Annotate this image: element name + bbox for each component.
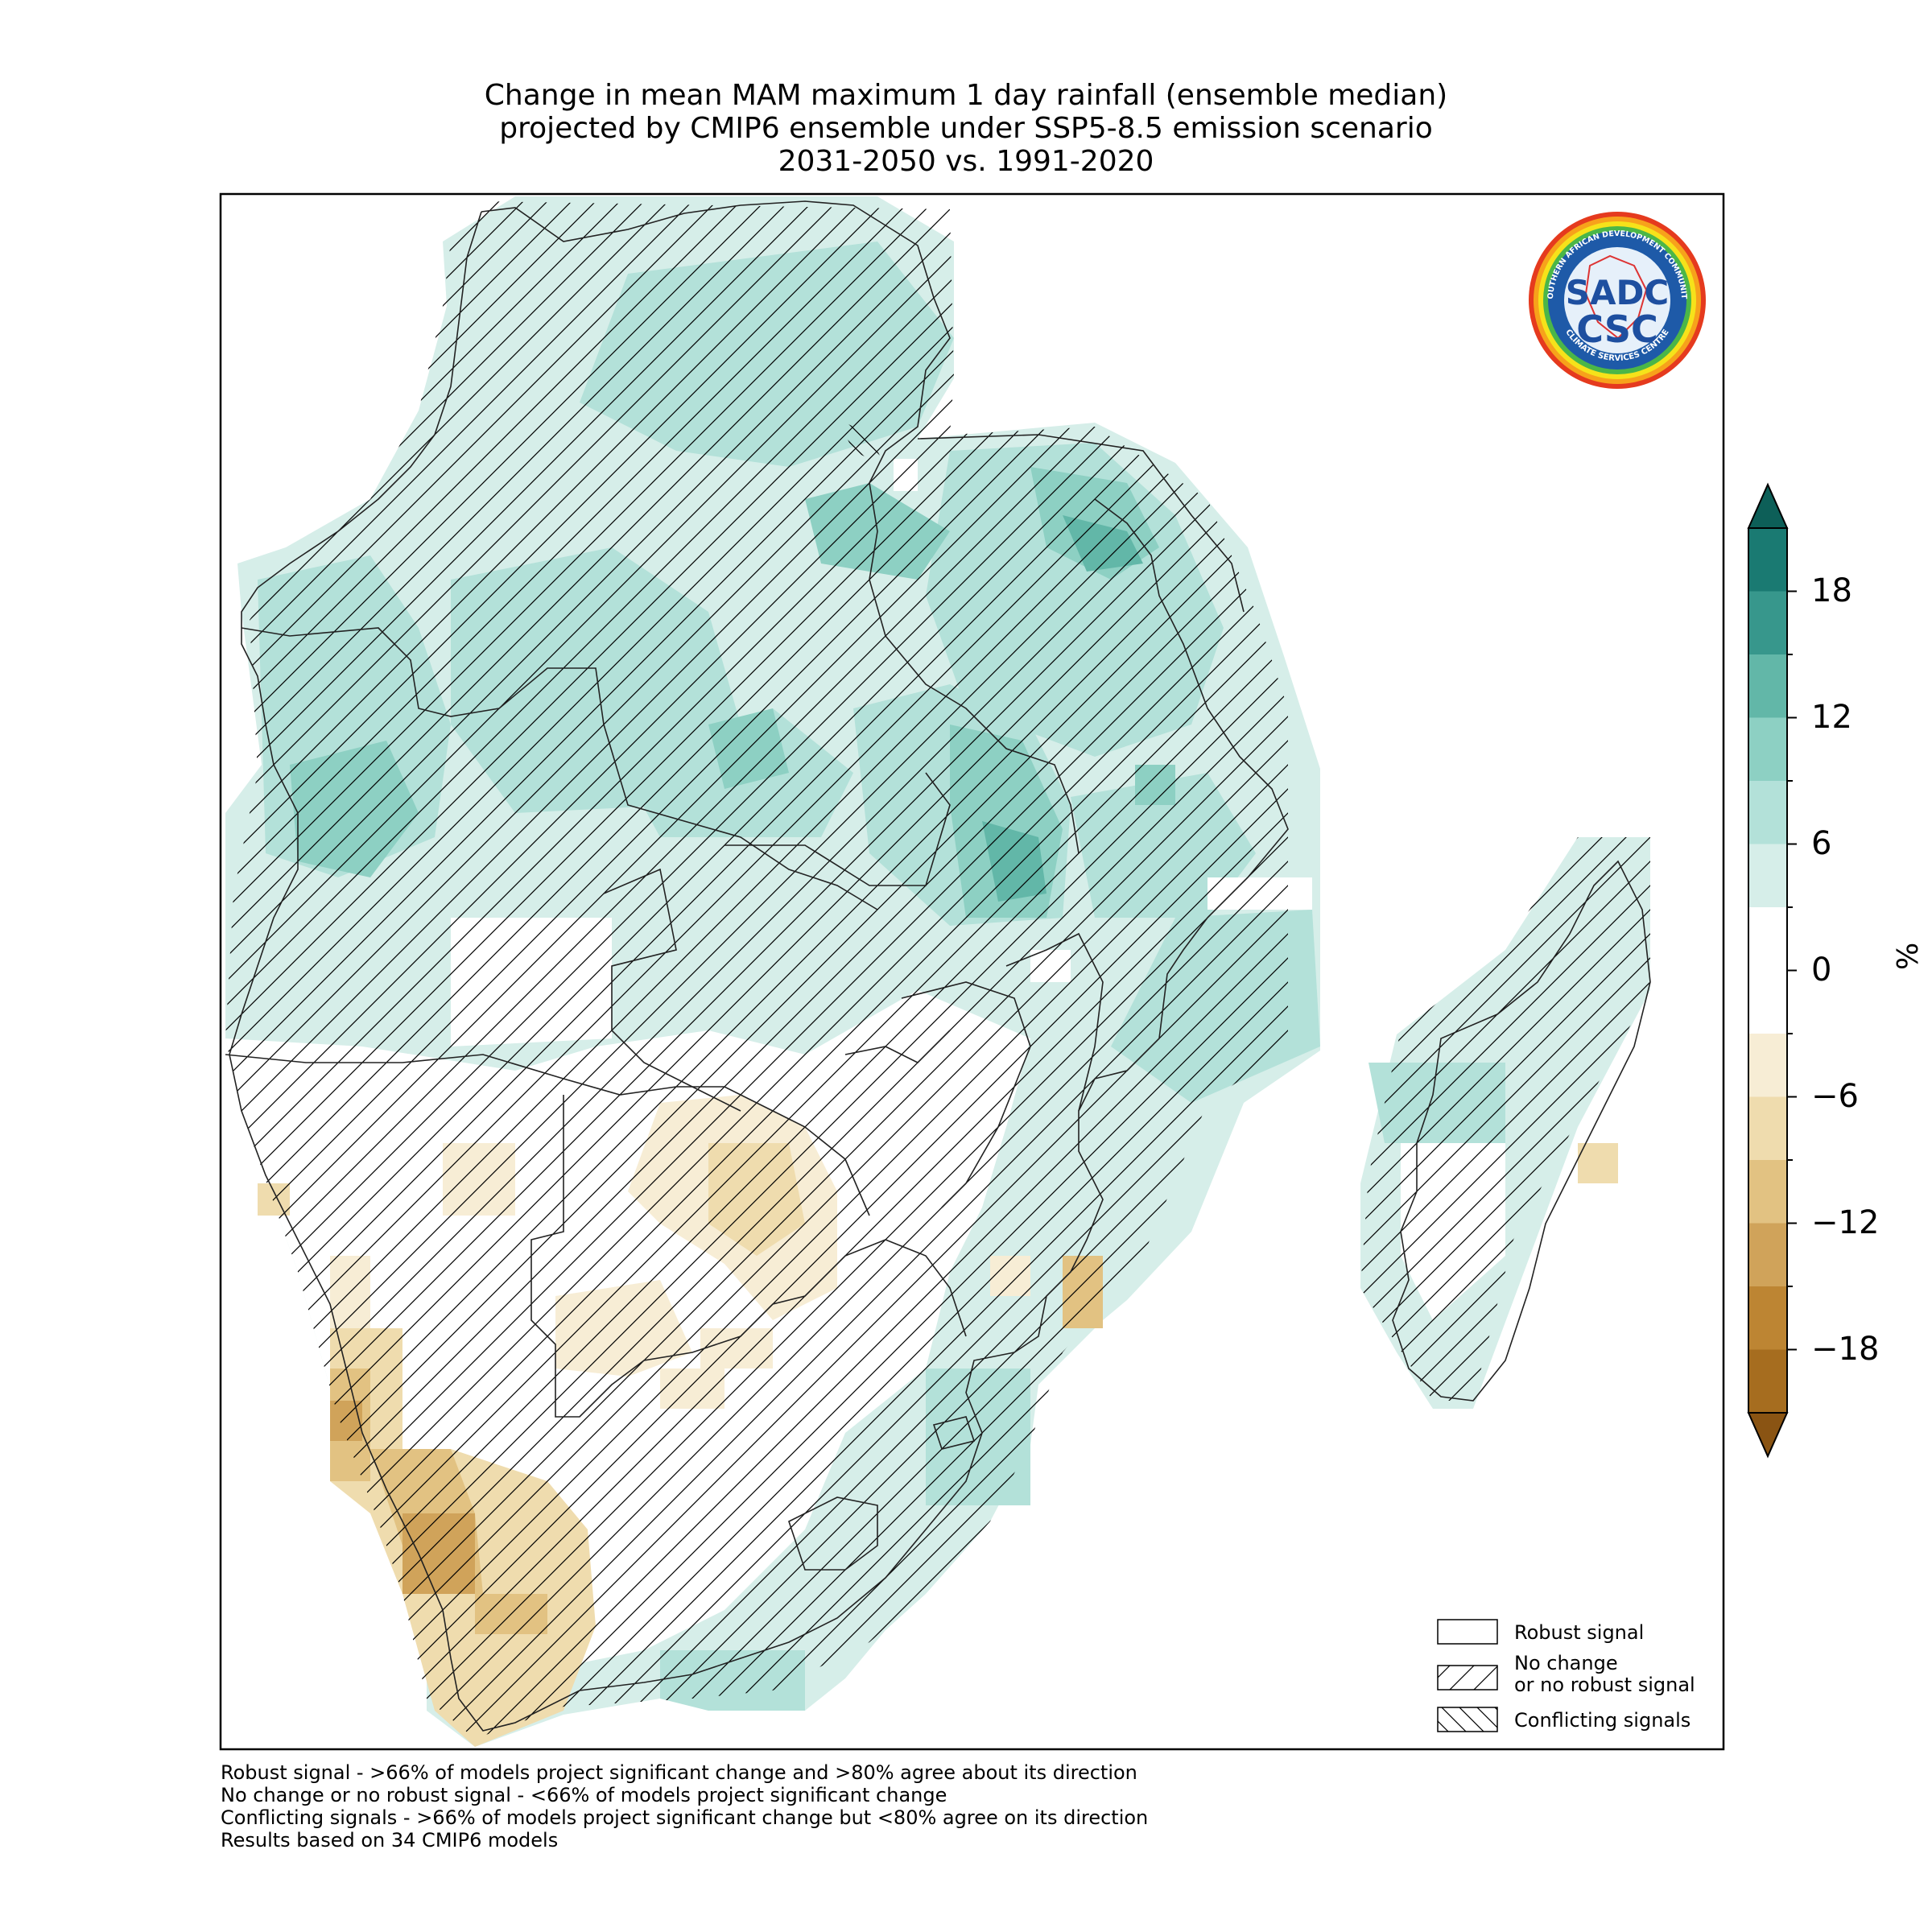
colorbar <box>1747 482 1797 1459</box>
footnote-robust: Robust signal - >66% of models project s… <box>221 1761 1137 1784</box>
chart-title-line-1: Change in mean MAM maximum 1 day rainfal… <box>484 79 1448 112</box>
footnote-models: Results based on 34 CMIP6 models <box>221 1829 559 1852</box>
legend-swatch-conflicting <box>1437 1707 1498 1732</box>
colorbar-bin <box>1748 970 1787 1034</box>
logo-mark-1: SADC <box>1566 273 1669 312</box>
colorbar-tick-label: 18 <box>1811 572 1852 609</box>
borders <box>225 200 1651 1732</box>
no-robust-signal-hatching <box>225 201 1650 1739</box>
legend-swatch-nochange <box>1437 1665 1498 1690</box>
legend-swatch-robust <box>1437 1619 1498 1645</box>
legend-label-conflicting: Conflicting signals <box>1514 1709 1690 1732</box>
colorbar-bin <box>1748 1034 1787 1097</box>
colorbar-tick-label: −12 <box>1811 1203 1880 1241</box>
legend-label-nochange-1: No change <box>1514 1652 1618 1674</box>
legend-label-nochange-2: or no robust signal <box>1514 1674 1695 1696</box>
colorbar-bin <box>1748 1096 1787 1160</box>
colorbar-bin <box>1748 528 1787 592</box>
colorbar-extend-low <box>1747 1412 1789 1459</box>
footnote-conflicting: Conflicting signals - >66% of models pro… <box>221 1806 1149 1829</box>
colorbar-tick-label: 12 <box>1811 698 1852 736</box>
colorbar-bin <box>1748 654 1787 718</box>
colorbar-tick-label: 6 <box>1811 824 1832 862</box>
colorbar-extend-high <box>1747 482 1789 529</box>
colorbar-unit: % <box>1892 942 1925 970</box>
colorbar-bin <box>1748 1349 1787 1413</box>
map-content <box>225 196 1651 1747</box>
map-frame <box>219 192 1725 1751</box>
hatch-legend: Robust signal No change or no robust sig… <box>1437 1619 1695 1732</box>
colorbar-bin <box>1748 781 1787 844</box>
colorbar-bin <box>1748 1160 1787 1224</box>
colorbar-bin <box>1748 1286 1787 1350</box>
colorbar-tick-label: 0 <box>1811 951 1832 989</box>
chart-title-line-3: 2031-2050 vs. 1991-2020 <box>778 145 1154 178</box>
colorbar-bin <box>1748 907 1787 971</box>
colorbar-bin <box>1748 1223 1787 1286</box>
chart-title-line-2: projected by CMIP6 ensemble under SSP5-8… <box>499 112 1433 145</box>
colorbar-tick-label: −18 <box>1811 1330 1880 1368</box>
conflicting-signal-hatching <box>837 419 886 467</box>
colorbar-bin <box>1748 717 1787 781</box>
colorbar-bin <box>1748 844 1787 907</box>
footnote-nochange: No change or no robust signal - <66% of … <box>221 1784 947 1806</box>
legend-label-robust: Robust signal <box>1514 1621 1644 1644</box>
colorbar-tick-label: −6 <box>1811 1077 1859 1115</box>
colorbar-bin <box>1748 591 1787 654</box>
logo-mark-2: CSC <box>1576 308 1658 351</box>
